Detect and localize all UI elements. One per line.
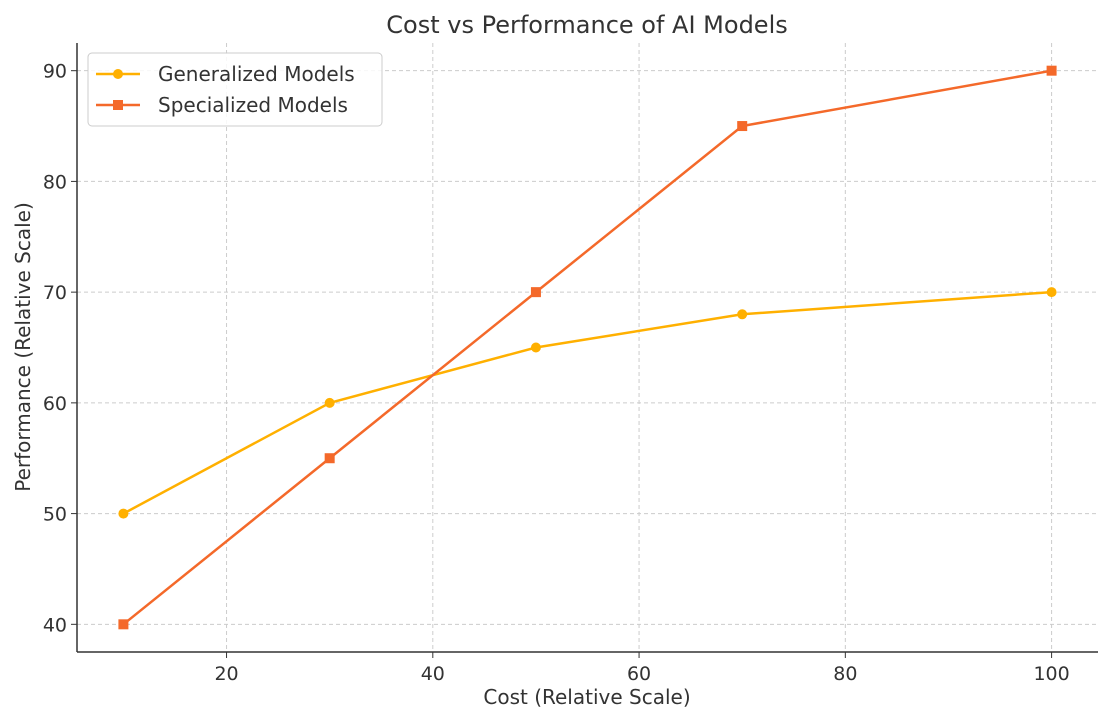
grid xyxy=(77,43,1098,652)
x-axis-label: Cost (Relative Scale) xyxy=(483,685,690,709)
data-point xyxy=(118,508,129,519)
data-point xyxy=(324,397,335,408)
x-tick-label: 100 xyxy=(1033,663,1069,685)
legend-label-specialized: Specialized Models xyxy=(158,93,348,117)
y-tick-label: 60 xyxy=(43,393,67,415)
data-point xyxy=(737,121,748,132)
x-tick-label: 40 xyxy=(421,663,445,685)
legend-label-generalized: Generalized Models xyxy=(158,62,355,86)
y-axis-label: Performance (Relative Scale) xyxy=(11,202,35,492)
data-point xyxy=(530,287,541,298)
axes xyxy=(76,43,1098,653)
y-tick-label: 80 xyxy=(43,171,67,193)
y-tick-label: 40 xyxy=(43,614,67,636)
data-point xyxy=(324,453,335,464)
legend: Generalized Models Specialized Models xyxy=(87,52,383,127)
series-line-1 xyxy=(122,69,1052,626)
x-tick-label: 20 xyxy=(214,663,238,685)
data-point xyxy=(737,309,748,320)
legend-box xyxy=(87,52,383,127)
series xyxy=(118,65,1057,630)
ticks: 20 40 60 80 100 40 50 60 70 80 90 xyxy=(43,61,1070,685)
data-point xyxy=(530,342,541,353)
chart-title: Cost vs Performance of AI Models xyxy=(386,11,787,39)
legend-marker-specialized xyxy=(113,100,123,110)
y-tick-label: 50 xyxy=(43,504,67,526)
x-tick-label: 60 xyxy=(627,663,651,685)
y-tick-label: 90 xyxy=(43,61,67,83)
data-point xyxy=(1046,65,1057,76)
data-point xyxy=(1046,287,1057,298)
x-tick-label: 80 xyxy=(833,663,857,685)
data-point xyxy=(118,619,129,630)
y-tick-label: 70 xyxy=(43,282,67,304)
legend-marker-generalized xyxy=(113,69,123,79)
